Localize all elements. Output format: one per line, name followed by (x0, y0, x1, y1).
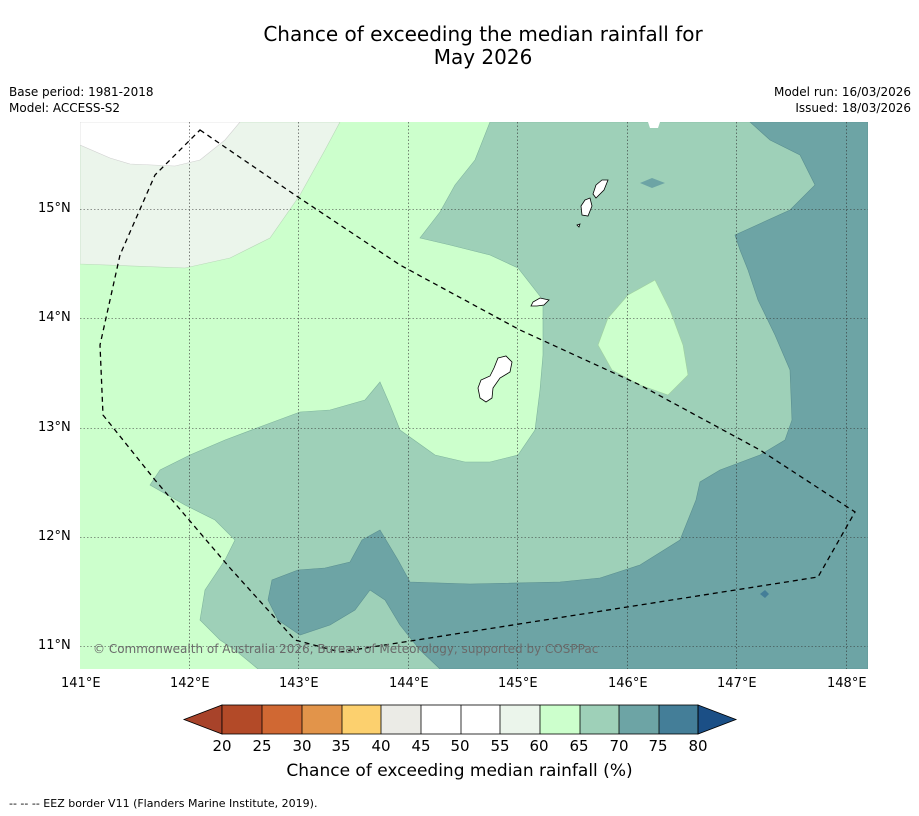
colorbar-tick: 65 (569, 737, 589, 755)
map-title-line2: May 2026 (433, 45, 533, 69)
lat-label: 14°N (38, 310, 71, 325)
issued-date: Issued: 18/03/2026 (795, 101, 911, 115)
colorbar-tick: 50 (450, 737, 470, 755)
model-run: Model run: 16/03/2026 (773, 85, 911, 99)
rota-island (530, 297, 550, 307)
lon-label: 141°E (61, 676, 101, 691)
islands (477, 179, 609, 403)
model-name: Model: ACCESS-S2 (9, 101, 121, 115)
colorbar-tick: 35 (331, 737, 351, 755)
zone-50-55 (80, 122, 241, 167)
colorbar-tick: 60 (529, 737, 549, 755)
copyright-notice: © Commonwealth of Australia 2026, Bureau… (93, 642, 599, 656)
colorbar-label: Chance of exceeding median rainfall (%) (286, 761, 633, 781)
lon-label: 145°E (498, 676, 538, 691)
lat-label: 15°N (38, 201, 71, 216)
lon-label: 147°E (717, 676, 757, 691)
lon-label: 144°E (389, 676, 429, 691)
lon-label: 142°E (170, 676, 210, 691)
zone-75-80-blob (760, 590, 769, 598)
lon-label: 146°E (608, 676, 648, 691)
map-title-line1: Chance of exceeding the median rainfall … (263, 22, 703, 46)
colorbar-tick: 80 (688, 737, 708, 755)
colorbar-tick: 45 (411, 737, 431, 755)
meta-right: Model run: 16/03/2026 Issued: 18/03/2026 (774, 84, 911, 116)
colorbar-tick: 20 (212, 737, 232, 755)
colorbar-tick: 55 (490, 737, 510, 755)
lat-label: 11°N (38, 638, 71, 653)
zone-70-75 (267, 122, 868, 669)
aguijan-island (576, 223, 581, 228)
lon-label: 148°E (827, 676, 867, 691)
tinian-island (580, 197, 593, 217)
zone-70-75-blob (640, 178, 665, 188)
colorbar-tick: 30 (292, 737, 312, 755)
map-area (80, 122, 868, 669)
lon-label: 143°E (279, 676, 319, 691)
colorbar-tick: 40 (371, 737, 391, 755)
eez-legend-note: -- -- -- EEZ border V11 (Flanders Marine… (9, 797, 318, 810)
eez-border (99, 129, 856, 653)
graticule (80, 122, 868, 669)
lat-label: 13°N (38, 420, 71, 435)
zone-60-65-east (597, 279, 689, 396)
lat-label: 12°N (38, 529, 71, 544)
base-period: Base period: 1981-2018 (9, 85, 154, 99)
colorbar-tick: 25 (252, 737, 272, 755)
colorbar (182, 704, 738, 735)
meta-left: Base period: 1981-2018 Model: ACCESS-S2 (9, 84, 154, 116)
zone-white-top (648, 122, 660, 128)
saipan-island (592, 179, 609, 199)
colorbar-tick: 75 (648, 737, 668, 755)
colorbar-tick: 70 (609, 737, 629, 755)
guam-island (477, 355, 513, 403)
